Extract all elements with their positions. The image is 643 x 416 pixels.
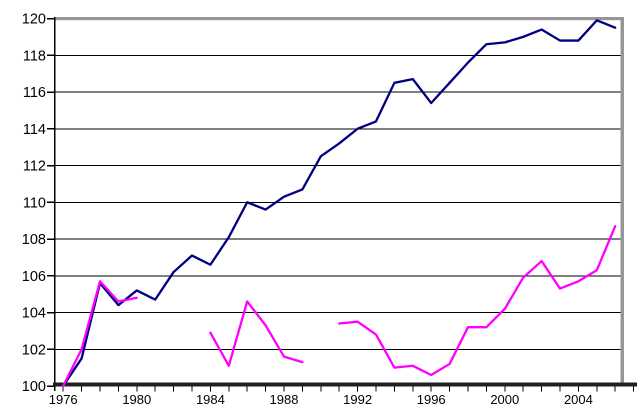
x-tick-label: 1980 [122,392,151,407]
y-tick-label: 118 [23,48,46,64]
series-magenta-line [62,280,138,388]
y-tick-label: 120 [22,12,46,28]
x-tick-label: 2000 [490,392,519,407]
y-tick-label: 114 [23,122,46,138]
x-tick-label: 1996 [417,392,446,407]
series-magenta-line [209,300,304,367]
y-tick-label: 100 [22,379,46,395]
x-tick-label: 1992 [343,392,372,407]
y-tick-label: 112 [23,159,46,175]
x-axis [53,382,637,387]
plot-border-top [54,17,624,21]
y-tick-label: 106 [22,269,46,285]
plot-border-right [620,17,624,386]
x-tick-label: 2004 [564,392,593,407]
y-tick-label: 104 [22,306,46,322]
x-tick-label: 1988 [270,392,299,407]
y-tick-label: 110 [23,195,46,211]
series-magenta-line [338,224,617,377]
series-navy-line [62,19,617,388]
y-tick-label: 108 [22,232,46,248]
y-tick-label: 102 [22,342,46,358]
x-tick-label: 1976 [49,392,78,407]
y-tick-label: 116 [23,85,46,101]
x-tick-label: 1984 [196,392,225,407]
